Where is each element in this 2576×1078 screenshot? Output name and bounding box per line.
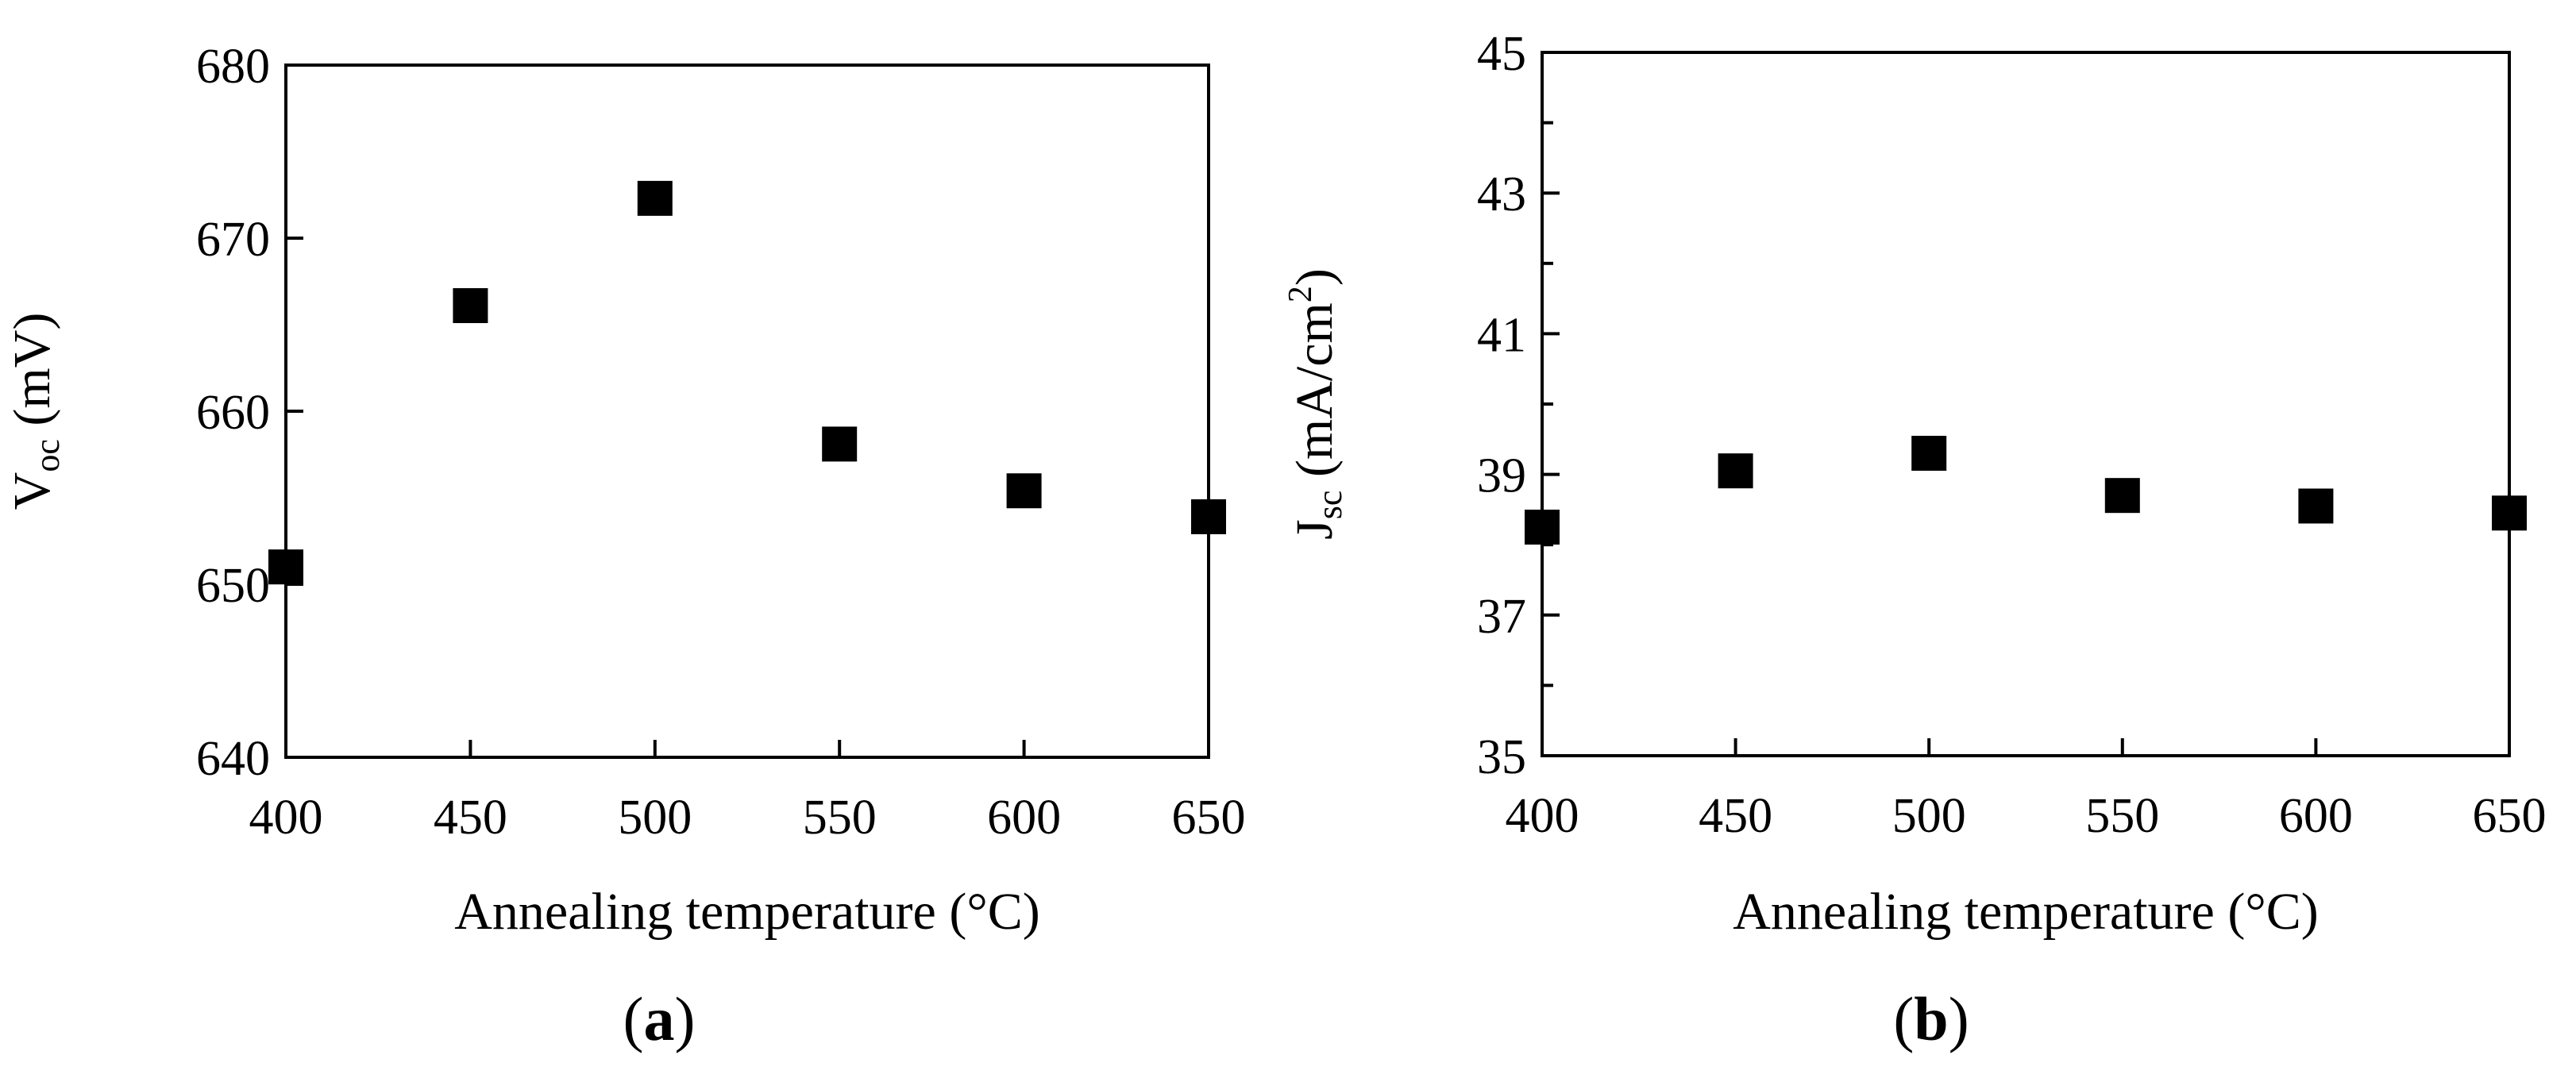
y-axis-label-b: Jsc (mA/cm2): [1282, 268, 1349, 540]
panel-label-a: (a): [580, 988, 738, 1050]
data-point-a-550: [822, 426, 858, 462]
data-point-a-400: [268, 549, 303, 585]
plot-frame-b: [1541, 51, 2511, 757]
data-point-b-400: [1525, 510, 1560, 545]
y-axis-label-a: Voc (mV): [3, 313, 67, 510]
y-axis-label-sub: sc: [1310, 491, 1349, 520]
x-tick-label-a-550: 550: [803, 791, 877, 845]
x-tick-label-a-500: 500: [618, 791, 692, 845]
x-tick-label-a-650: 650: [1172, 791, 1246, 845]
data-point-b-600: [2298, 488, 2334, 524]
panel-label-b: (b): [1852, 988, 2011, 1050]
y-axis-label-main: J: [1286, 519, 1344, 540]
y-tick-label-a-660: 660: [196, 386, 270, 440]
x-tick-label-a-600: 600: [987, 791, 1061, 845]
y-axis-label-end: ): [1286, 268, 1344, 286]
y-tick-label-b-35: 35: [1477, 730, 1526, 784]
y-tick-label-b-45: 45: [1477, 27, 1526, 81]
y-axis-label-sup: 2: [1282, 286, 1319, 302]
data-point-b-450: [1718, 453, 1753, 489]
x-tick-label-b-450: 450: [1699, 789, 1772, 843]
y-tick-label-a-640: 640: [196, 732, 270, 786]
chart-panel-b: 35 37 39 41 43 45 400 450 500 550 600 650 Annealing …: [1282, 27, 2547, 941]
data-point-a-500: [637, 180, 673, 216]
panel-label-b-open: (: [1893, 984, 1915, 1053]
y-tick-label-b-39: 39: [1477, 449, 1526, 503]
data-point-a-600: [1006, 473, 1042, 509]
data-point-b-650: [2492, 495, 2527, 531]
x-tick-label-a-450: 450: [434, 791, 507, 845]
x-tick-label-b-550: 550: [2085, 789, 2159, 843]
data-point-b-550: [2104, 478, 2140, 514]
y-axis-label-unit: (mV): [3, 313, 61, 439]
data-point-b-500: [1911, 436, 1947, 472]
chart-panel-a: 640 650 660 670 680 400 450 500 550 600 650 Anneali…: [3, 40, 1246, 941]
panel-label-b-letter: b: [1914, 984, 1949, 1053]
y-tick-label-a-680: 680: [196, 40, 270, 94]
x-axis-label-b: Annealing temperature (°C): [1733, 883, 2318, 941]
y-axis-label-sub: oc: [28, 439, 67, 472]
x-tick-label-b-400: 400: [1506, 789, 1579, 843]
y-tick-label-a-650: 650: [196, 559, 270, 613]
x-tick-label-b-650: 650: [2473, 789, 2547, 843]
x-tick-label-b-500: 500: [1892, 789, 1966, 843]
y-axis-label-unit: (mA/cm: [1286, 302, 1344, 490]
y-axis-label-main: V: [3, 472, 61, 510]
x-tick-label-b-600: 600: [2279, 789, 2353, 843]
y-tick-label-b-43: 43: [1477, 167, 1526, 221]
data-point-a-650: [1191, 499, 1226, 534]
x-tick-label-a-400: 400: [249, 791, 323, 845]
data-point-a-450: [453, 288, 488, 324]
y-tick-label-b-41: 41: [1477, 308, 1526, 362]
panel-label-a-open: (: [623, 984, 644, 1053]
x-axis-label-a: Annealing temperature (°C): [454, 883, 1039, 941]
y-tick-label-a-670: 670: [196, 213, 270, 267]
plot-frame-a: [284, 64, 1210, 759]
panel-label-b-close: ): [1948, 984, 1969, 1053]
panel-label-a-letter: a: [643, 984, 675, 1053]
panel-label-a-close: ): [674, 984, 696, 1053]
y-tick-label-b-37: 37: [1477, 590, 1526, 644]
